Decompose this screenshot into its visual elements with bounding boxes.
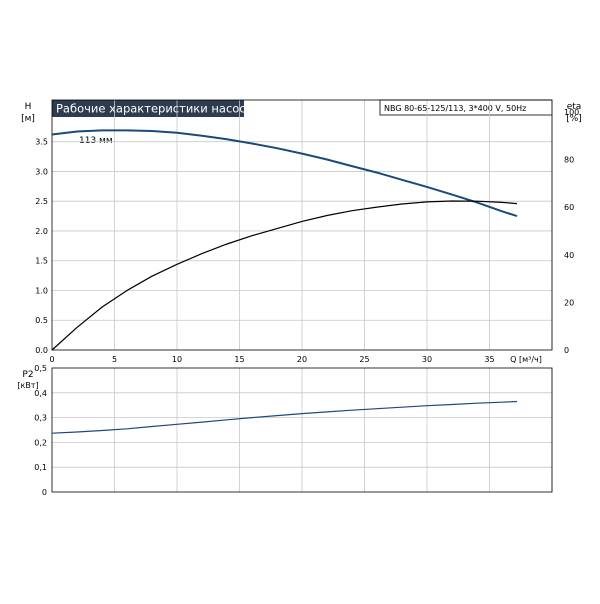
plot-frame-lower: [51, 367, 553, 493]
y-tick-label: 1.5: [35, 257, 48, 266]
y2-axis-unit-eta: [%]: [566, 114, 582, 124]
y-axis-label-p2: P2: [22, 370, 33, 380]
x-tick-label: 30: [422, 355, 432, 364]
y-tick-label: 2.0: [35, 227, 48, 236]
x-tick-label: 10: [172, 355, 182, 364]
y-axis-label-h: H: [25, 102, 32, 112]
x-tick-label: 5: [112, 355, 117, 364]
head-curve: [51, 129, 518, 218]
y2-tick-label: 20: [564, 298, 574, 307]
p2-tick-label: 0,1: [34, 463, 47, 472]
model-label: NBG 80-65-125/113, 3*400 V, 50Hz: [384, 104, 526, 113]
y-axis-unit-p2: [кВт]: [17, 381, 38, 390]
y-axis-unit-h: [м]: [21, 114, 35, 124]
p2-tick-label: 0,2: [34, 438, 47, 447]
power-curve: [51, 400, 518, 434]
y2-tick-label: 100: [564, 108, 579, 117]
y-tick-label: 0.5: [35, 316, 48, 325]
y2-tick-label: 80: [564, 156, 574, 165]
x-tick-label: 25: [359, 355, 369, 364]
y2-tick-label: 40: [564, 251, 574, 260]
efficiency-curve: [51, 200, 518, 351]
y2-tick-label: 0: [564, 346, 569, 355]
y-tick-label: 0.0: [35, 346, 48, 355]
p2-tick-label: 0,5: [34, 364, 47, 373]
x-tick-label: 15: [234, 355, 244, 364]
y-tick-label: 3.5: [35, 138, 48, 147]
chart-title-box: [52, 100, 244, 117]
x-tick-label: 0: [49, 355, 54, 364]
y-tick-label: 2.5: [35, 197, 48, 206]
curve-annotation: 113 мм: [79, 136, 113, 146]
y-tick-label: 3.0: [35, 167, 48, 176]
x-axis-label: Q [м³/ч]: [510, 355, 542, 364]
p2-tick-label: 0: [42, 488, 47, 497]
y2-tick-label: 60: [564, 203, 574, 212]
x-tick-label: 35: [484, 355, 494, 364]
plot-frame-upper: [51, 99, 553, 351]
chart-title: Рабочие характеристики насоса: [56, 102, 253, 116]
y-tick-label: 1.0: [35, 286, 48, 295]
x-tick-label: 20: [297, 355, 307, 364]
p2-tick-label: 0,3: [34, 414, 47, 423]
y2-axis-label-eta: eta: [567, 102, 582, 112]
p2-tick-label: 0,4: [34, 389, 47, 398]
